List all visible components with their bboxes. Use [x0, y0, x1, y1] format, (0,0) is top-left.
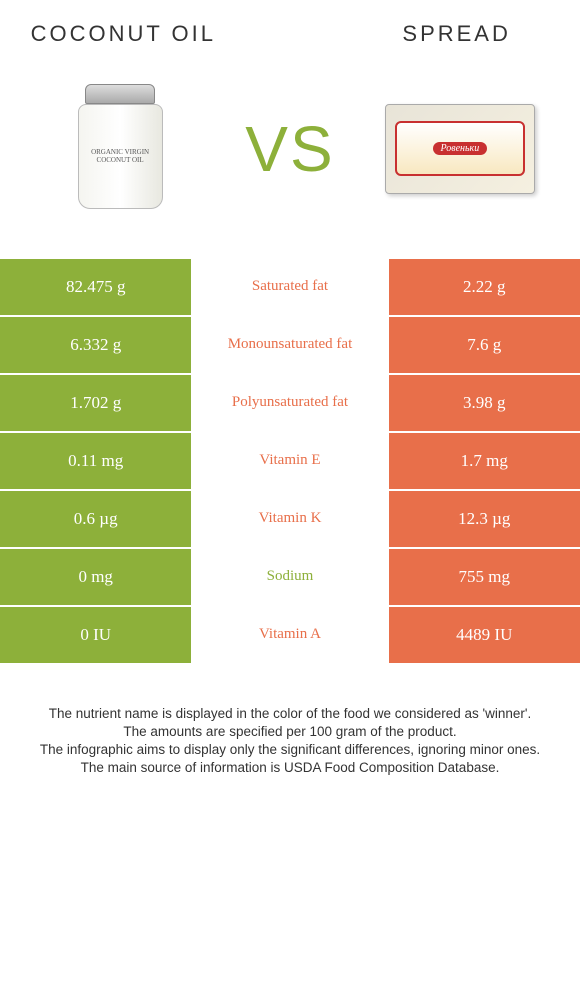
right-value: 7.6 g [389, 317, 580, 373]
nutrition-table: 82.475 gSaturated fat2.22 g6.332 gMonoun… [0, 259, 580, 665]
nutrient-label: Vitamin E [191, 433, 388, 489]
spread-box-icon: Ровеньки [385, 104, 535, 194]
left-product-title: COCONUT OIL [23, 20, 223, 49]
table-row: 0.11 mgVitamin E1.7 mg [0, 433, 580, 491]
left-value: 1.702 g [0, 375, 191, 431]
coconut-oil-jar-icon: ORGANIC VIRGIN COCONUT OIL [75, 84, 165, 214]
footer-line: The infographic aims to display only the… [20, 741, 560, 759]
right-value: 1.7 mg [389, 433, 580, 489]
right-value: 3.98 g [389, 375, 580, 431]
nutrient-label: Saturated fat [191, 259, 388, 315]
nutrient-label: Vitamin K [191, 491, 388, 547]
right-product-title: SPREAD [357, 20, 557, 49]
footer-line: The main source of information is USDA F… [20, 759, 560, 777]
header: COCONUT OIL SPREAD [0, 0, 580, 59]
left-value: 0 mg [0, 549, 191, 605]
left-value: 0 IU [0, 607, 191, 663]
table-row: 0 mgSodium755 mg [0, 549, 580, 607]
spread-brand-label: Ровеньки [433, 142, 488, 155]
footer-line: The amounts are specified per 100 gram o… [20, 723, 560, 741]
right-value: 2.22 g [389, 259, 580, 315]
right-value: 4489 IU [389, 607, 580, 663]
nutrient-label: Vitamin A [191, 607, 388, 663]
right-value: 12.3 µg [389, 491, 580, 547]
nutrient-label: Polyunsaturated fat [191, 375, 388, 431]
images-row: ORGANIC VIRGIN COCONUT OIL vs Ровеньки [0, 59, 580, 259]
nutrient-label: Sodium [191, 549, 388, 605]
nutrient-label: Monounsaturated fat [191, 317, 388, 373]
right-value: 755 mg [389, 549, 580, 605]
right-product-image: Ровеньки [385, 69, 535, 229]
vs-label: vs [245, 112, 334, 186]
table-row: 6.332 gMonounsaturated fat7.6 g [0, 317, 580, 375]
footer-notes: The nutrient name is displayed in the co… [0, 665, 580, 798]
left-value: 82.475 g [0, 259, 191, 315]
table-row: 82.475 gSaturated fat2.22 g [0, 259, 580, 317]
left-value: 0.11 mg [0, 433, 191, 489]
table-row: 0 IUVitamin A4489 IU [0, 607, 580, 665]
table-row: 1.702 gPolyunsaturated fat3.98 g [0, 375, 580, 433]
table-row: 0.6 µgVitamin K12.3 µg [0, 491, 580, 549]
left-product-image: ORGANIC VIRGIN COCONUT OIL [45, 69, 195, 229]
footer-line: The nutrient name is displayed in the co… [20, 705, 560, 723]
left-value: 6.332 g [0, 317, 191, 373]
left-value: 0.6 µg [0, 491, 191, 547]
